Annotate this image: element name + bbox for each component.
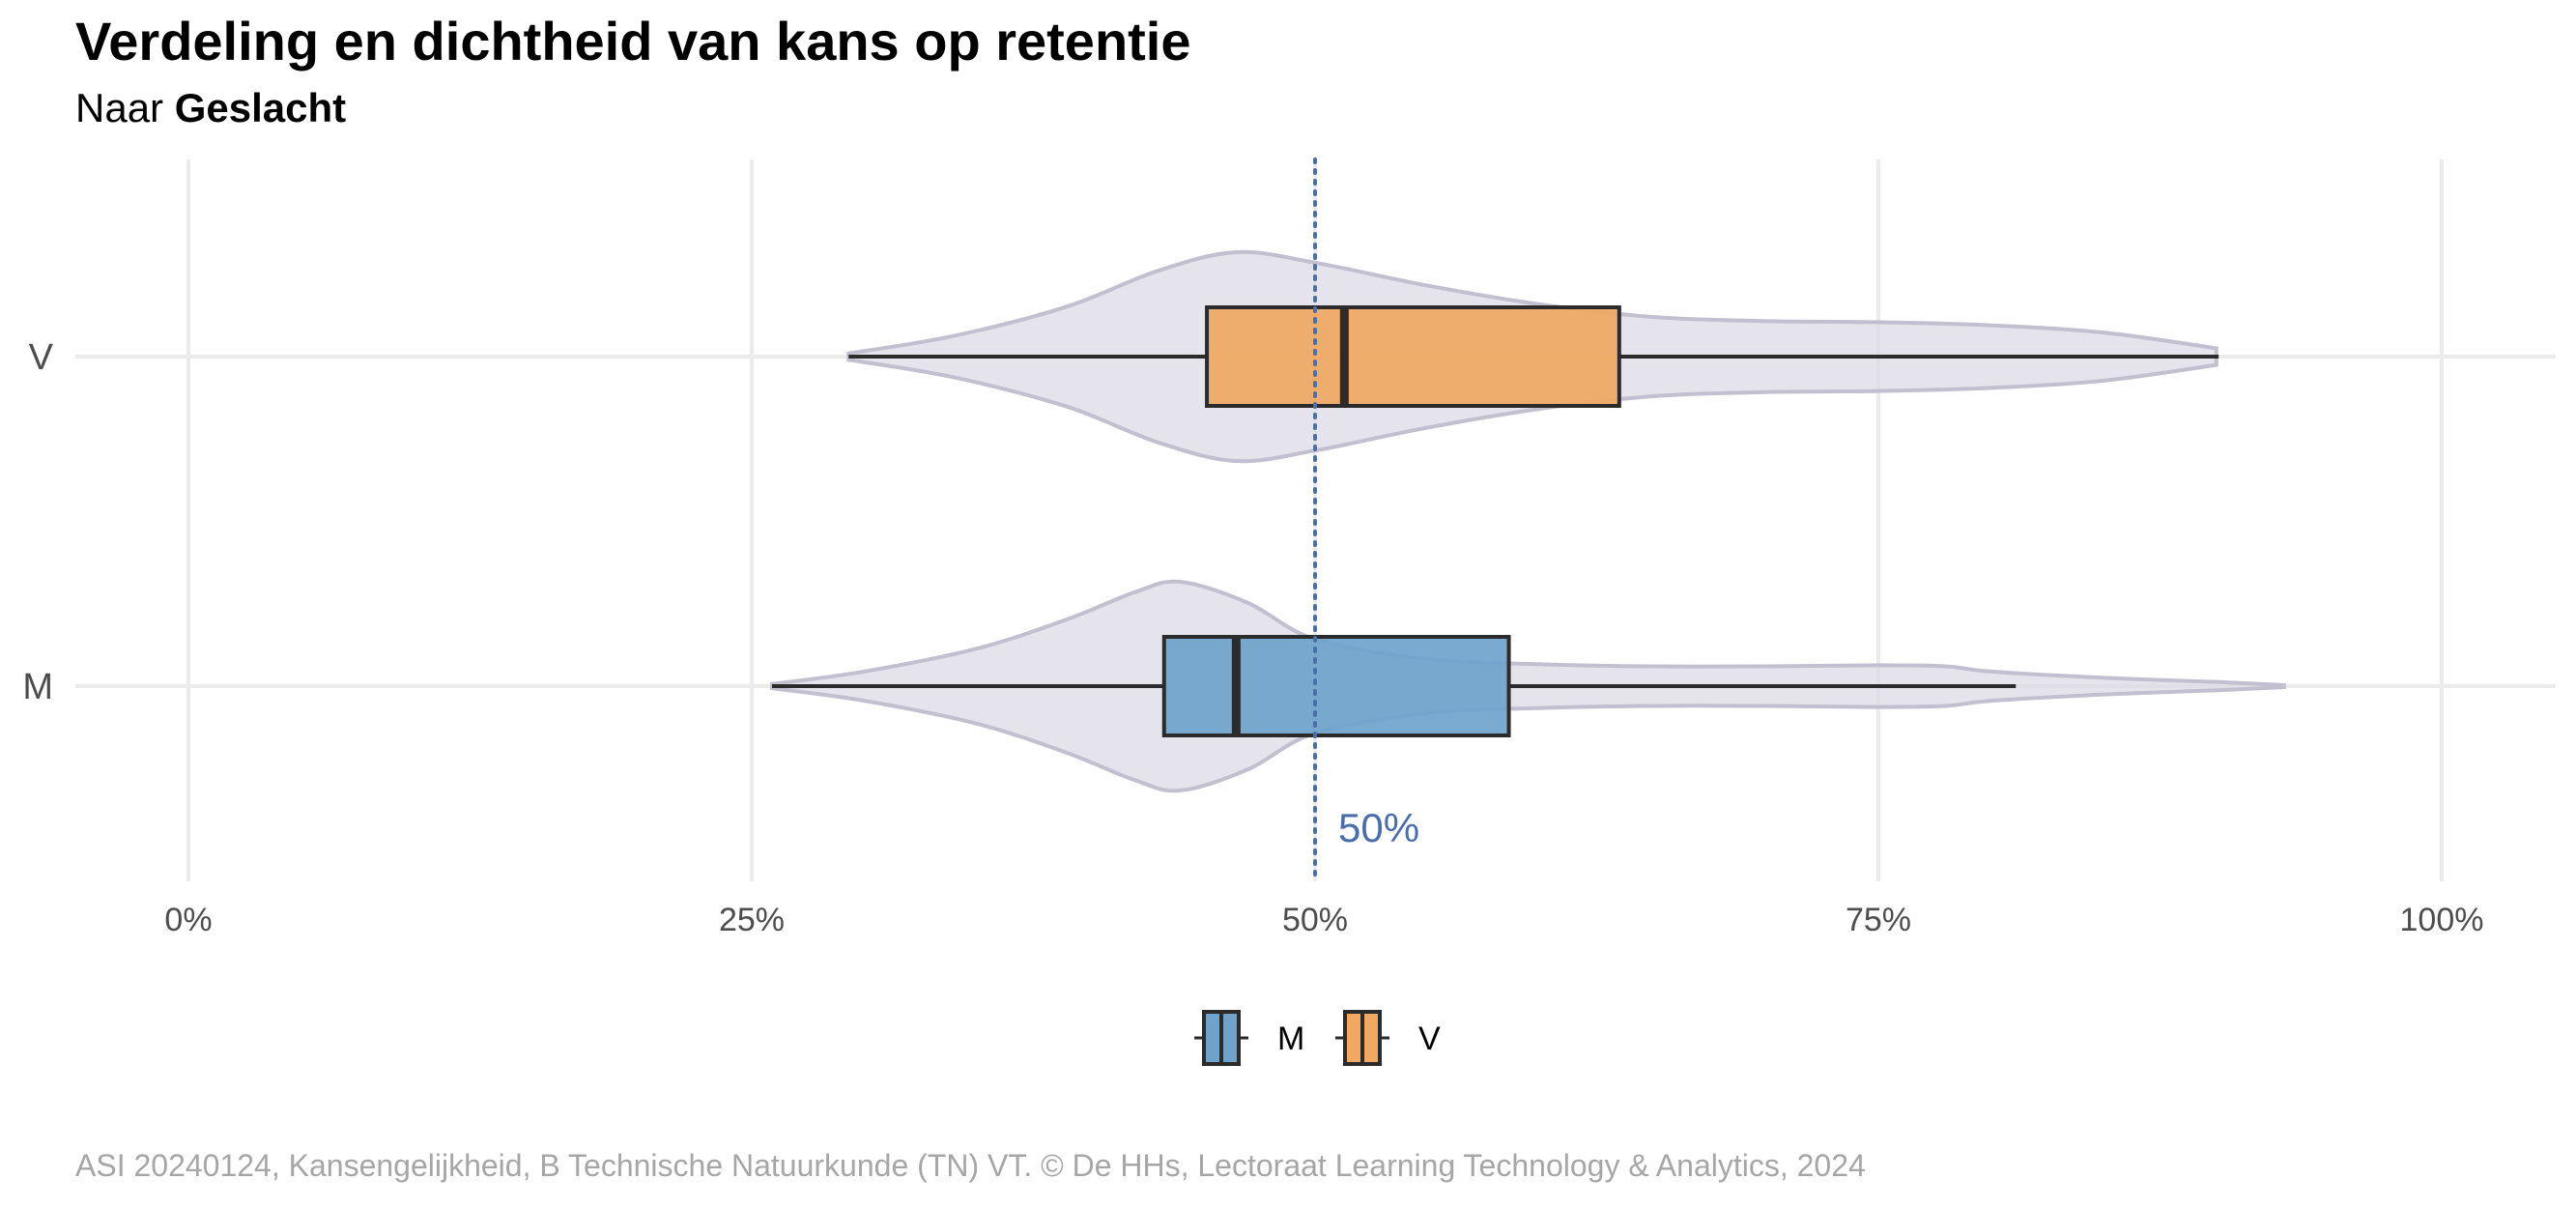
- boxplots: [771, 305, 2219, 737]
- y-tick-label-v: V: [29, 337, 54, 378]
- x-tick-label-3: 75%: [1846, 902, 1911, 938]
- box-m: [1161, 635, 1511, 737]
- axis-labels: 0% 25% 50% 75% 100% V M: [22, 337, 2483, 938]
- x-tick-label-4: 100%: [2400, 902, 2484, 938]
- chart-subtitle: Naar Geslacht: [75, 85, 346, 131]
- y-tick-label-m: M: [22, 667, 53, 707]
- legend-label-m: M: [1277, 1021, 1304, 1057]
- subtitle-emphasis: Geslacht: [174, 85, 347, 130]
- box-v: [1205, 305, 1621, 408]
- x-tick-label-0: 0%: [164, 902, 212, 938]
- reference-line-group: 50%: [1313, 158, 1419, 883]
- chart-title: Verdeling en dichtheid van kans op reten…: [75, 11, 1191, 72]
- x-tick-label-1: 25%: [719, 902, 785, 938]
- legend-label-v: V: [1418, 1021, 1441, 1057]
- subtitle-prefix: Naar: [75, 85, 164, 130]
- x-tick-label-2: 50%: [1282, 902, 1348, 938]
- chart-caption: ASI 20240124, Kansengelijkheid, B Techni…: [75, 1148, 1866, 1183]
- reference-line-label: 50%: [1338, 805, 1419, 850]
